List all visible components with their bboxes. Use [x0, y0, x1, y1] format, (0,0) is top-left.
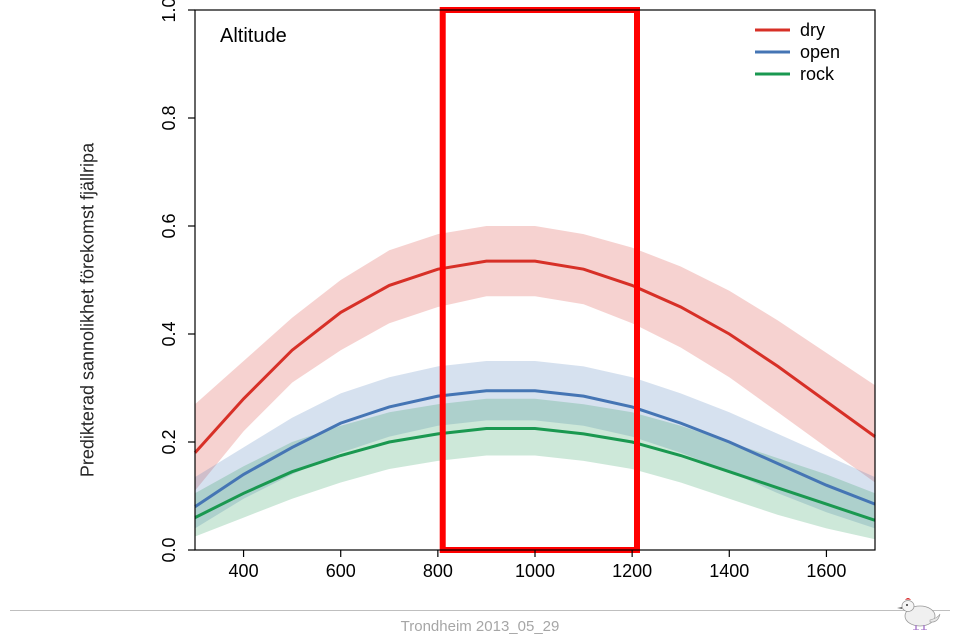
x-tick-label: 400 [229, 561, 259, 581]
x-tick-label: 600 [326, 561, 356, 581]
y-tick-label: 0.4 [159, 321, 179, 346]
legend-label-rock: rock [800, 64, 835, 84]
legend-label-dry: dry [800, 20, 825, 40]
x-tick-label: 1400 [709, 561, 749, 581]
y-tick-label: 0.0 [159, 537, 179, 562]
y-tick-label: 1.0 [159, 0, 179, 23]
footer-divider [10, 610, 950, 611]
x-tick-label: 1600 [806, 561, 846, 581]
x-tick-label: 800 [423, 561, 453, 581]
footer-text: Trondheim 2013_05_29 [0, 618, 960, 635]
altitude-chart: 400 600 800 1000 1200 1400 1600 0.0 0.2 0.4 0.6 0.8… [115, 0, 895, 600]
ptarmigan-icon [894, 590, 942, 630]
legend-label-open: open [800, 42, 840, 62]
x-tick-label: 1200 [612, 561, 652, 581]
x-tick-label: 1000 [515, 561, 555, 581]
y-tick-label: 0.6 [159, 213, 179, 238]
y-tick-label: 0.2 [159, 429, 179, 454]
page-root: Predikterad sannolikhet förekomst fjällr… [0, 0, 960, 641]
y-tick-label: 0.8 [159, 105, 179, 130]
y-axis-title: Predikterad sannolikhet förekomst fjällr… [78, 143, 99, 477]
chart-title: Altitude [220, 25, 287, 47]
